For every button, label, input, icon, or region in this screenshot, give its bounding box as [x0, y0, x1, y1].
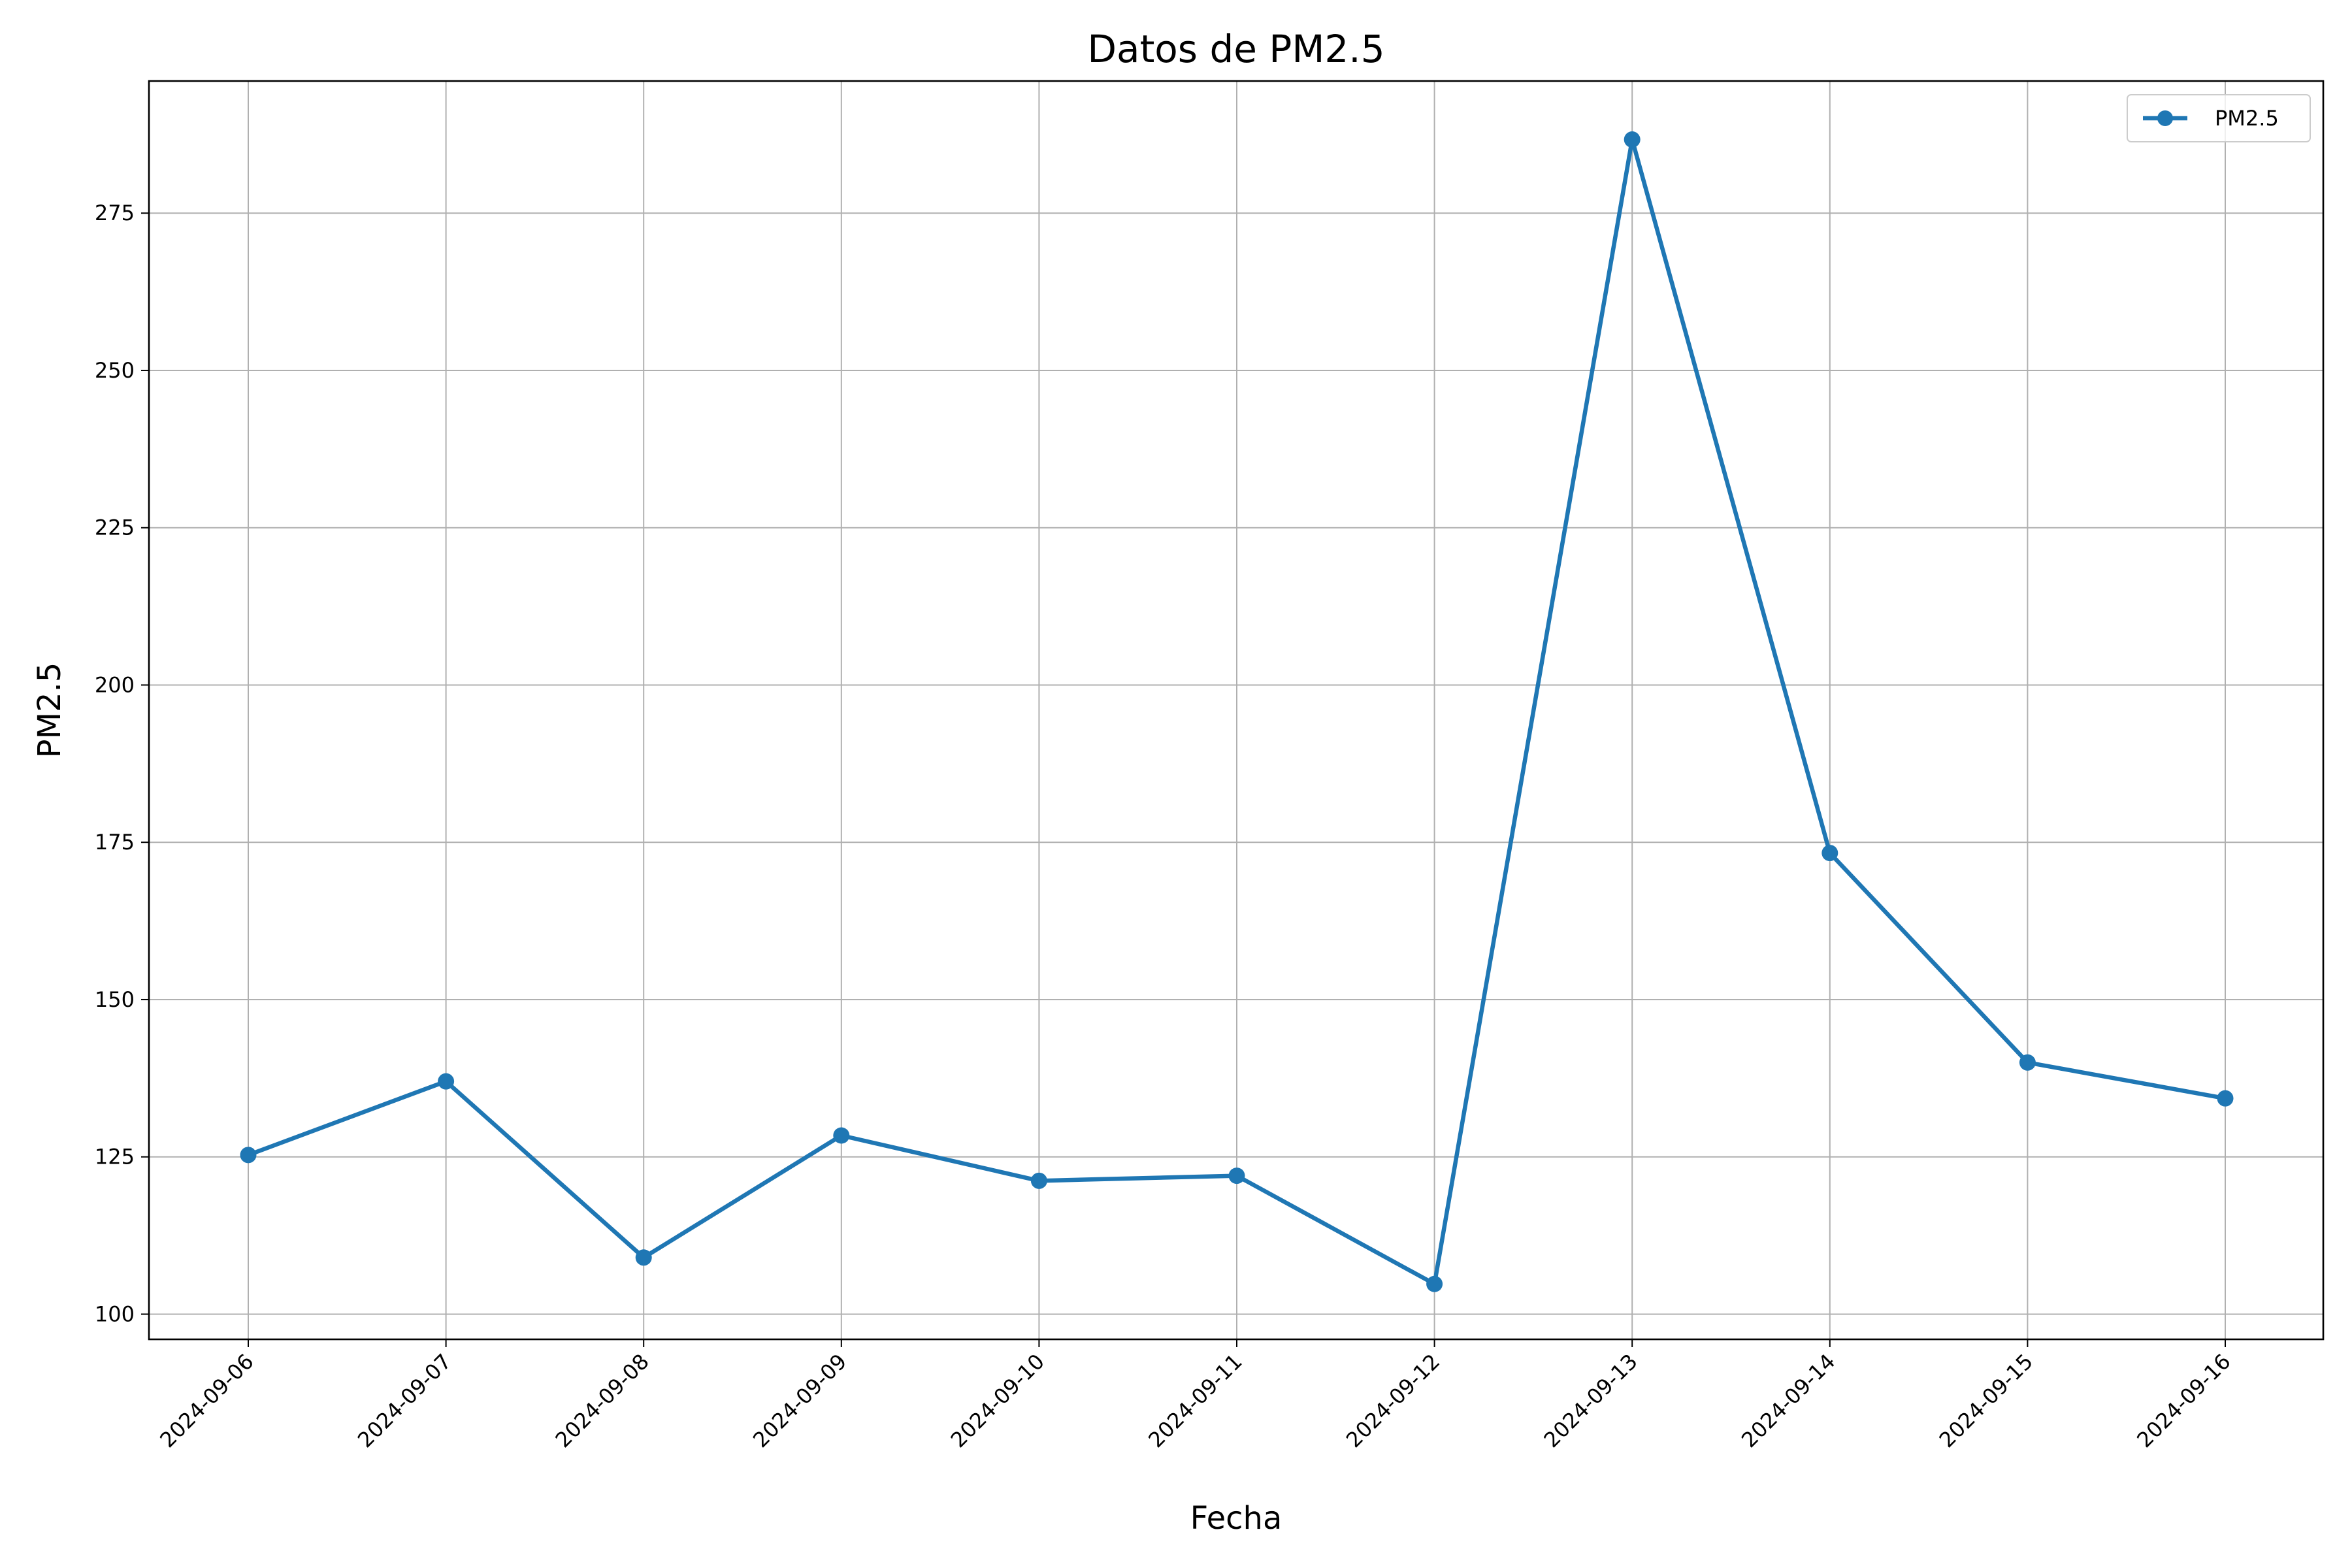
chart-title: Datos de PM2.5 — [1087, 27, 1384, 71]
y-tick-label: 225 — [95, 515, 135, 540]
data-point-2024-09-16 — [2217, 1090, 2234, 1107]
y-tick-label: 175 — [95, 830, 135, 855]
data-point-2024-09-10 — [1030, 1172, 1047, 1189]
grid-lines — [149, 81, 2323, 1339]
data-point-2024-09-06 — [240, 1147, 257, 1164]
data-point-2024-09-13 — [1624, 131, 1641, 148]
data-point-2024-09-09 — [833, 1127, 850, 1144]
y-tick-label: 250 — [95, 358, 135, 383]
data-point-2024-09-14 — [1821, 845, 1838, 862]
legend: PM2.5 — [2127, 94, 2311, 142]
legend-series-label: PM2.5 — [2215, 106, 2279, 131]
y-tick-label: 150 — [95, 987, 135, 1012]
x-axis-title: Fecha — [1190, 1500, 1282, 1537]
series-layer — [240, 131, 2234, 1292]
legend-series-marker — [2157, 110, 2173, 126]
data-point-2024-09-11 — [1228, 1168, 1245, 1184]
data-point-2024-09-15 — [2019, 1054, 2036, 1071]
y-axis-title: PM2.5 — [31, 662, 68, 759]
y-tick-label: 125 — [95, 1145, 135, 1169]
y-tick-label: 100 — [95, 1301, 135, 1326]
data-point-2024-09-12 — [1426, 1275, 1443, 1292]
y-tick-label: 200 — [95, 672, 135, 697]
data-point-2024-09-08 — [635, 1249, 652, 1266]
data-point-2024-09-07 — [438, 1073, 455, 1090]
y-tick-label: 275 — [95, 201, 135, 225]
legend-box — [2127, 94, 2311, 142]
